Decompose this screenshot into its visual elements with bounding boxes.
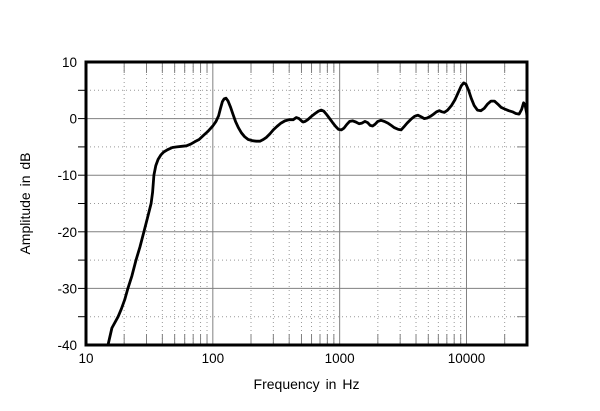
plot-frame xyxy=(84,60,529,347)
x-tick-label: 100 xyxy=(202,351,225,366)
y-tick-label: -20 xyxy=(57,225,77,240)
x-axis-title: Frequency in Hz xyxy=(254,376,360,392)
y-tick-label: -30 xyxy=(57,281,77,296)
minor-gridlines xyxy=(86,62,528,345)
y-tick-label: 0 xyxy=(69,112,77,127)
x-tick-labels: 10 100 1000 10000 xyxy=(78,351,485,366)
y-tick-label: 10 xyxy=(62,55,77,70)
x-tick-label: 10 xyxy=(78,351,93,366)
response-curve xyxy=(106,81,529,347)
x-tick-label: 10000 xyxy=(448,351,486,366)
response-curve-layer xyxy=(106,81,529,347)
y-tick-label: -10 xyxy=(57,168,77,183)
x-tick-label: 1000 xyxy=(325,351,355,366)
y-tick-label: -40 xyxy=(57,338,77,353)
major-gridlines xyxy=(86,62,527,345)
y-axis-title: Amplitude in dB xyxy=(17,152,33,254)
y-tick-labels: 10 0 -10 -20 -30 -40 xyxy=(57,55,77,353)
